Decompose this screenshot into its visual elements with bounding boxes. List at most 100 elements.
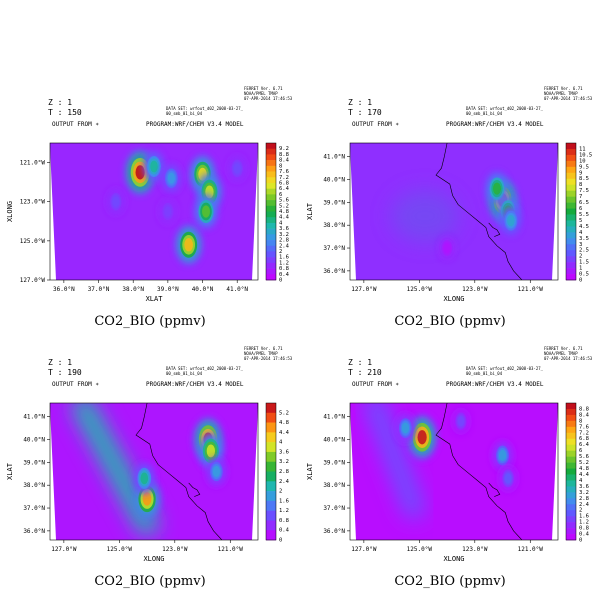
y-tick-label: 39.0°N	[323, 459, 345, 466]
colorbar-swatch	[566, 510, 576, 516]
colorbar-swatch	[566, 427, 576, 433]
colorbar-label: 3.6	[279, 449, 289, 455]
colorbar-label: 4	[279, 440, 283, 446]
colorbar-swatch	[266, 472, 276, 482]
heatmap-plot: 36.0°N 37.0°N 38.0°N 39.0°N 40.0°N 41.0°N121.…	[0, 0, 300, 300]
colorbar-swatch	[266, 234, 276, 240]
colorbar-swatch	[266, 462, 276, 472]
colorbar-swatch	[266, 212, 276, 218]
y-tick-label: 39.0°N	[323, 199, 345, 206]
hotspot	[176, 225, 201, 264]
colorbar-swatch	[566, 486, 576, 492]
colorbar-swatch	[566, 209, 576, 215]
y-axis-label: XLAT	[306, 202, 314, 220]
colorbar-swatch	[566, 463, 576, 469]
colorbar-swatch	[266, 200, 276, 206]
colorbar-label: 2	[279, 489, 282, 495]
colorbar-swatch	[566, 197, 576, 203]
y-tick-label: 41.0°N	[323, 414, 345, 421]
x-axis-label: XLONG	[443, 555, 464, 563]
hotspot-ring	[202, 205, 210, 217]
hotspot	[501, 206, 520, 235]
colorbar-swatch	[266, 511, 276, 521]
hotspot	[391, 190, 459, 242]
colorbar-swatch	[566, 191, 576, 197]
colorbar-swatch	[566, 504, 576, 510]
chart-title: CO2_BIO (ppmv)	[300, 574, 600, 589]
colorbar-label: 0	[279, 538, 282, 544]
y-axis-label: XLAT	[6, 462, 14, 480]
colorbar-swatch	[566, 409, 576, 415]
y-tick-label: 38.0°N	[323, 482, 345, 489]
x-tick-label: 123.0°W	[462, 546, 488, 553]
hotspot	[195, 195, 217, 229]
hotspot-ring	[150, 161, 158, 173]
colorbar-swatch	[566, 445, 576, 451]
colorbar-label: 2.8	[279, 469, 289, 475]
colorbar-swatch	[266, 491, 276, 501]
colorbar: 8.88.487.67.26.86.465.65.24.84.443.63.22…	[566, 403, 590, 544]
y-tick-label: 123.0°W	[20, 199, 46, 206]
colorbar-swatch	[566, 522, 576, 528]
colorbar-swatch	[566, 516, 576, 522]
colorbar-swatch	[266, 229, 276, 235]
colorbar-swatch	[266, 530, 276, 540]
colorbar-swatch	[266, 143, 276, 149]
colorbar-swatch	[266, 520, 276, 530]
colorbar-swatch	[266, 223, 276, 229]
x-tick-label: 121.0°W	[218, 546, 244, 553]
y-tick-label: 39.0°N	[23, 459, 45, 466]
colorbar-swatch	[566, 498, 576, 504]
colorbar-label: 3.2	[279, 459, 289, 465]
y-tick-label: 40.0°N	[323, 437, 345, 444]
colorbar-swatch	[266, 189, 276, 195]
colorbar-label: 4.8	[279, 420, 289, 426]
colorbar-swatch	[566, 469, 576, 475]
hotspot-ring	[135, 165, 144, 179]
y-tick-label: 40.0°N	[323, 177, 345, 184]
y-axis-label: XLAT	[306, 462, 314, 480]
y-tick-label: 41.0°N	[23, 414, 45, 421]
colorbar-swatch	[566, 534, 576, 540]
hotspot	[500, 466, 516, 491]
hotspot-ring	[402, 423, 409, 434]
colorbar-swatch	[266, 240, 276, 246]
hotspot	[207, 457, 225, 485]
colorbar-swatch	[566, 421, 576, 427]
colorbar-label: 0.8	[279, 518, 289, 524]
x-tick-label: 125.0°W	[407, 546, 433, 553]
x-tick-label: 123.0°W	[162, 546, 188, 553]
hotspot	[493, 441, 511, 469]
colorbar-swatch	[266, 206, 276, 212]
hotspot	[440, 237, 454, 259]
x-tick-label: 125.0°W	[107, 546, 133, 553]
hotspot-ring	[112, 197, 119, 207]
hotspot	[229, 156, 245, 181]
colorbar-swatch	[266, 501, 276, 511]
y-tick-label: 121.0°W	[20, 160, 46, 167]
y-tick-label: 38.0°N	[323, 222, 345, 229]
colorbar-swatch	[566, 220, 576, 226]
colorbar-swatch	[566, 203, 576, 209]
heatmap-plot: 127.0°W 125.0°W 123.0°W 121.0°W 41.0°N 40.0°N…	[300, 0, 600, 300]
colorbar-swatch	[566, 403, 576, 409]
colorbar-swatch	[266, 251, 276, 257]
colorbar-swatch	[266, 452, 276, 462]
y-tick-label: 37.0°N	[323, 245, 345, 252]
hotspot-ring	[505, 473, 512, 484]
colorbar-label: 1.2	[279, 508, 289, 514]
x-tick-label: 121.0°W	[518, 546, 544, 553]
hotspot	[396, 414, 414, 442]
y-tick-label: 125.0°W	[20, 238, 46, 245]
colorbar-swatch	[266, 423, 276, 433]
data-field	[350, 403, 580, 540]
colorbar-swatch	[566, 173, 576, 179]
colorbar-swatch	[566, 433, 576, 439]
colorbar-label: 5.2	[279, 410, 289, 416]
colorbar-swatch	[566, 179, 576, 185]
chart-title: CO2_BIO (ppmv)	[0, 574, 300, 589]
colorbar-swatch	[266, 172, 276, 178]
hotspot-ring	[141, 473, 149, 485]
